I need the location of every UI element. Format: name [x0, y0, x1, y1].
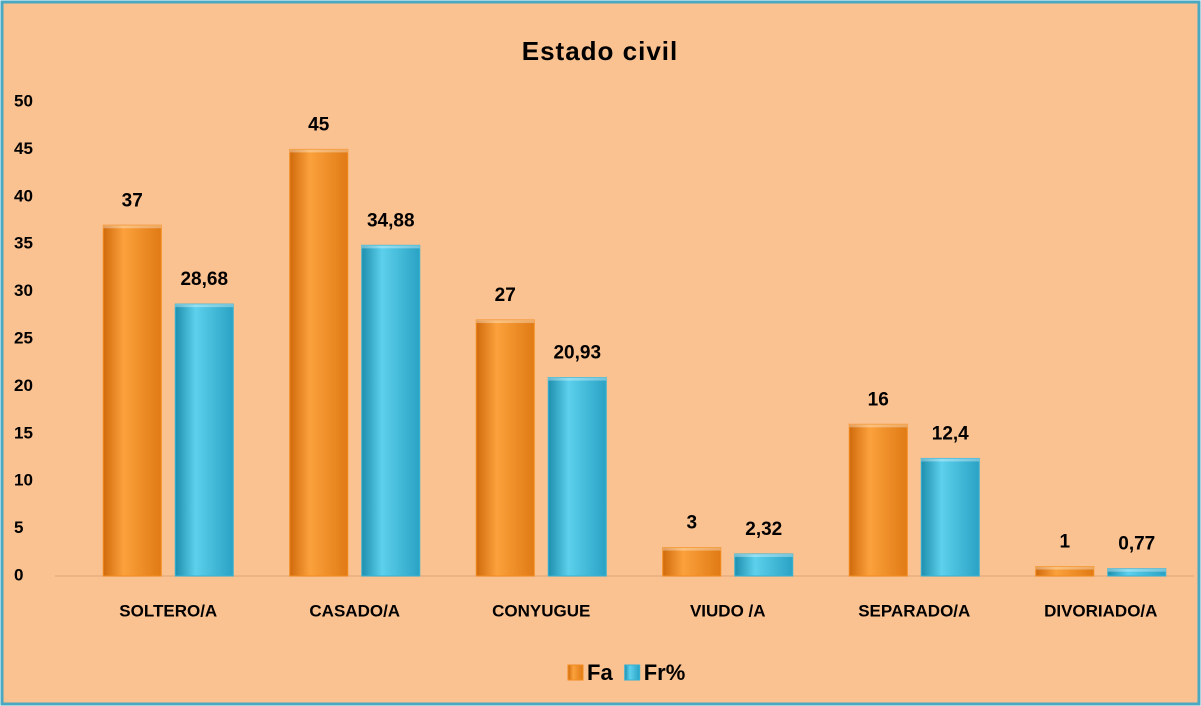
- data-label: 37: [122, 190, 143, 211]
- y-tick-label: 5: [14, 518, 23, 537]
- data-label: 34,88: [367, 210, 415, 231]
- data-label: 16: [868, 389, 889, 410]
- bar: [289, 148, 349, 577]
- y-tick-label: 35: [14, 234, 33, 253]
- x-tick-label: DIVORIADO/A: [1044, 601, 1157, 620]
- bar-top: [175, 304, 234, 308]
- data-label: 1: [1059, 532, 1070, 553]
- x-tick-label: SOLTERO/A: [119, 601, 217, 620]
- y-tick-label: 20: [14, 376, 33, 395]
- bar-top: [734, 554, 793, 558]
- y-tick-label: 45: [14, 139, 33, 158]
- bar: [361, 244, 421, 577]
- bar: [174, 303, 234, 577]
- data-label: 2,32: [745, 519, 782, 540]
- x-tick-label: CASADO/A: [309, 601, 400, 620]
- bar: [102, 224, 162, 577]
- bar-top: [849, 424, 908, 428]
- x-tick-label: VIUDO /A: [690, 601, 766, 620]
- bar-top: [921, 458, 980, 462]
- data-label: 20,93: [553, 343, 601, 364]
- bar: [475, 319, 535, 577]
- data-label: 45: [308, 114, 330, 135]
- bar: [662, 547, 722, 577]
- data-label: 3: [686, 513, 697, 534]
- data-label: 12,4: [932, 423, 969, 444]
- legend-swatch: [624, 664, 641, 681]
- data-label: 0,77: [1118, 534, 1155, 555]
- bar: [1035, 566, 1095, 577]
- bar: [734, 553, 794, 577]
- y-tick-label: 10: [14, 471, 33, 490]
- bar-top: [361, 245, 420, 249]
- x-tick-label: CONYUGUE: [492, 601, 590, 620]
- bar-top: [476, 320, 535, 324]
- y-tick-label: 40: [14, 186, 33, 205]
- bar: [547, 377, 607, 577]
- bar-top: [1035, 566, 1094, 570]
- data-label: 28,68: [180, 269, 228, 290]
- bar-top: [289, 149, 348, 153]
- data-label: 27: [495, 285, 516, 306]
- bar: [1107, 568, 1167, 577]
- legend-swatch: [567, 664, 584, 681]
- bar-top: [103, 225, 162, 229]
- bar: [848, 423, 908, 577]
- bar-top: [662, 547, 721, 551]
- x-tick-label: SEPARADO/A: [858, 601, 970, 620]
- chart-title: Estado civil: [522, 36, 679, 66]
- legend-label: Fr%: [644, 660, 686, 685]
- bar-top: [1107, 568, 1166, 572]
- y-tick-label: 0: [14, 565, 23, 584]
- y-tick-label: 25: [14, 328, 33, 347]
- bar: [920, 457, 980, 577]
- bar-top: [548, 377, 607, 381]
- legend-label: Fa: [587, 660, 613, 685]
- y-tick-label: 15: [14, 423, 33, 442]
- y-tick-label: 50: [14, 91, 33, 110]
- y-tick-label: 30: [14, 281, 33, 300]
